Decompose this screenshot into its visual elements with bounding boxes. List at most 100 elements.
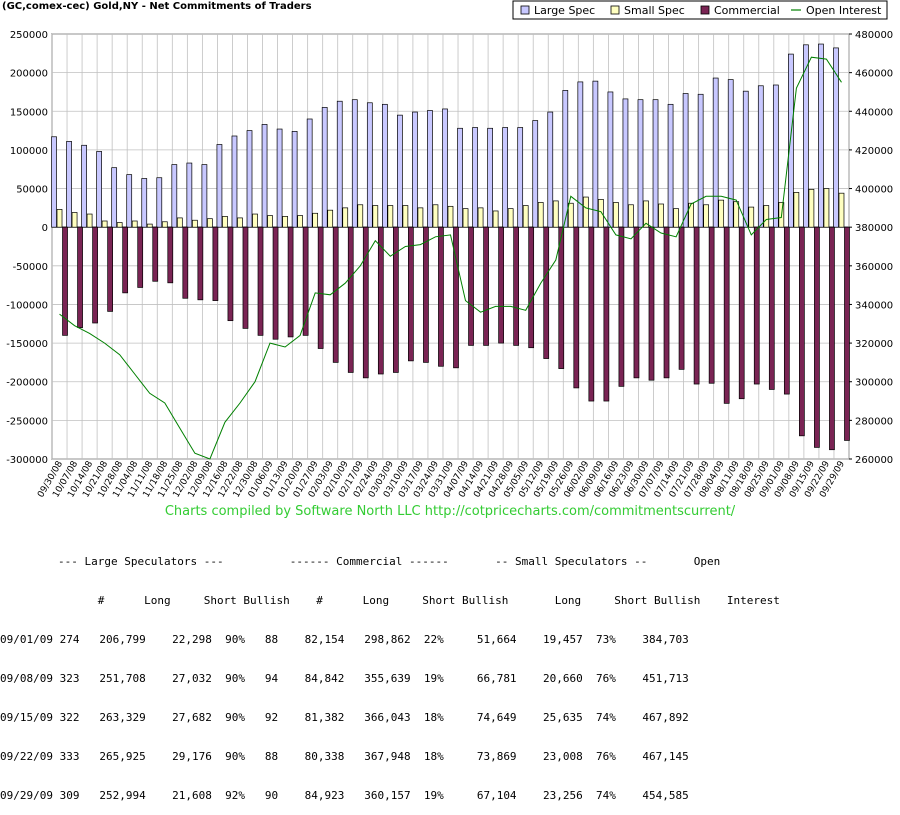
large-spec-bar: [81, 144, 87, 228]
table-row: 09/15/09 322 263,329 27,682 90% 92 81,38…: [0, 711, 689, 724]
large-spec-bar: [156, 177, 163, 228]
small-spec-bar: [252, 213, 258, 228]
large-spec-bar: [306, 118, 313, 228]
small-spec-bar: [567, 202, 574, 228]
small-spec-bar: [598, 199, 604, 228]
small-spec-legend-label: Small Spec: [624, 4, 685, 17]
credit-line: Charts compiled by Software North LLC ht…: [164, 504, 736, 519]
legend: Large Spec Small Spec Commercial Open Inter…: [512, 0, 888, 20]
small-spec-bar: [86, 213, 93, 228]
table-row: 09/29/09 309 252,994 21,608 92% 90 84,92…: [0, 789, 689, 802]
commercial-bar: [137, 226, 144, 288]
small-spec-bar: [733, 201, 740, 228]
y-tick-label: -100000: [6, 300, 48, 311]
commercial-bar: [618, 226, 625, 387]
small-spec-bar: [718, 199, 725, 228]
commercial-bar: [362, 226, 369, 379]
small-spec-bar: [447, 205, 454, 228]
large-spec-bar: [246, 130, 253, 228]
summary-table: --- Large Speculators --- ------ Commerc…: [0, 529, 780, 815]
commercial-bar: [453, 226, 459, 369]
large-spec-bar: [321, 107, 328, 228]
commercial-bar: [573, 226, 580, 389]
large-spec-bar: [381, 103, 388, 228]
large-spec-bar: [592, 80, 599, 228]
small-spec-bar: [628, 204, 634, 228]
y2-tick-label: 260000: [855, 455, 893, 466]
commercial-bar: [483, 226, 489, 346]
commercial-bar: [197, 226, 204, 301]
commercial-bar: [558, 226, 565, 369]
y2-tick-label: 280000: [855, 416, 893, 427]
small-spec-bar: [838, 192, 845, 228]
open-interest-series-line: [59, 56, 842, 460]
small-spec-bar: [101, 220, 108, 228]
large-spec-bar: [487, 127, 493, 228]
small-spec-bar: [176, 217, 183, 228]
small-spec-bar: [192, 219, 198, 228]
small-spec-bar: [522, 205, 529, 228]
y-tick-label: 200000: [10, 69, 48, 80]
small-spec-bar: [477, 207, 484, 228]
large-spec-bar: [427, 110, 433, 228]
commercial-bar: [242, 226, 249, 329]
y-axis-left: 250000 200000 150000 100000 50000 0 -50000 -100…: [6, 30, 48, 466]
large-spec-bar: [141, 178, 148, 228]
large-spec-bar: [547, 111, 554, 228]
y2-tick-label: 360000: [855, 262, 893, 273]
commercial-bar: [603, 226, 610, 402]
large-spec-bar: [757, 85, 764, 228]
y-tick-label: -50000: [13, 262, 48, 273]
y2-tick-label: 320000: [855, 339, 893, 350]
commercial-bar: [257, 226, 264, 336]
small-spec-bar: [116, 222, 123, 228]
small-spec-bar: [372, 205, 379, 228]
large-spec-bar: [517, 127, 524, 228]
small-spec-legend-swatch: [610, 5, 620, 15]
small-spec-bar: [146, 223, 153, 228]
large-spec-bar: [457, 127, 463, 228]
open-interest-legend-label: Open Interest: [806, 4, 882, 17]
commercial-bar: [799, 226, 805, 437]
small-spec-bar: [357, 204, 364, 228]
commercial-bar: [212, 226, 219, 301]
chart-title: (GC,comex-cec) Gold,NY - Net Commitments…: [2, 1, 312, 12]
large-spec-bar: [51, 136, 57, 228]
commercial-bar: [77, 226, 83, 328]
large-spec-bar: [261, 124, 268, 228]
large-spec-bar: [502, 127, 509, 228]
small-spec-bar: [342, 207, 349, 228]
table-column-header: # Long Short Bullish # Long Short Bullis…: [58, 594, 780, 607]
large-spec-bar: [96, 151, 102, 228]
small-spec-bar: [297, 215, 303, 228]
x-axis: 09/30/0810/07/0810/14/0810/21/0810/28/08…: [36, 459, 847, 499]
large-spec-bar: [697, 93, 704, 228]
small-spec-bar: [808, 188, 815, 228]
table-group-header: --- Large Speculators --- ------ Commerc…: [58, 555, 721, 568]
large-spec-bar: [532, 120, 539, 228]
y2-tick-label: 460000: [855, 69, 893, 80]
small-spec-bar: [432, 204, 439, 228]
bars: [51, 43, 850, 451]
large-spec-bar: [788, 53, 794, 228]
commercial-bar: [107, 226, 113, 312]
small-spec-bar: [748, 206, 755, 228]
small-spec-bar: [402, 205, 409, 228]
y2-tick-label: 420000: [855, 146, 893, 157]
small-spec-bar: [327, 209, 334, 228]
commercial-bar: [708, 226, 715, 384]
commercial-bar: [783, 226, 790, 395]
small-spec-bar: [207, 218, 213, 228]
y-axis-right: 480000 460000 440000 420000 400000 380000 3600…: [849, 30, 893, 466]
large-spec-bar: [682, 93, 689, 228]
y-tick-label: 150000: [10, 107, 48, 118]
large-spec-legend-swatch: [520, 5, 530, 15]
y-tick-label: 50000: [16, 185, 48, 196]
large-spec-bar: [637, 99, 644, 228]
y-tick-label: -250000: [6, 416, 48, 427]
large-spec-bar: [772, 84, 779, 228]
large-spec-bar: [186, 162, 193, 228]
commercial-bar: [62, 226, 68, 336]
large-spec-legend-label: Large Spec: [534, 4, 595, 17]
large-spec-bar: [833, 47, 839, 228]
